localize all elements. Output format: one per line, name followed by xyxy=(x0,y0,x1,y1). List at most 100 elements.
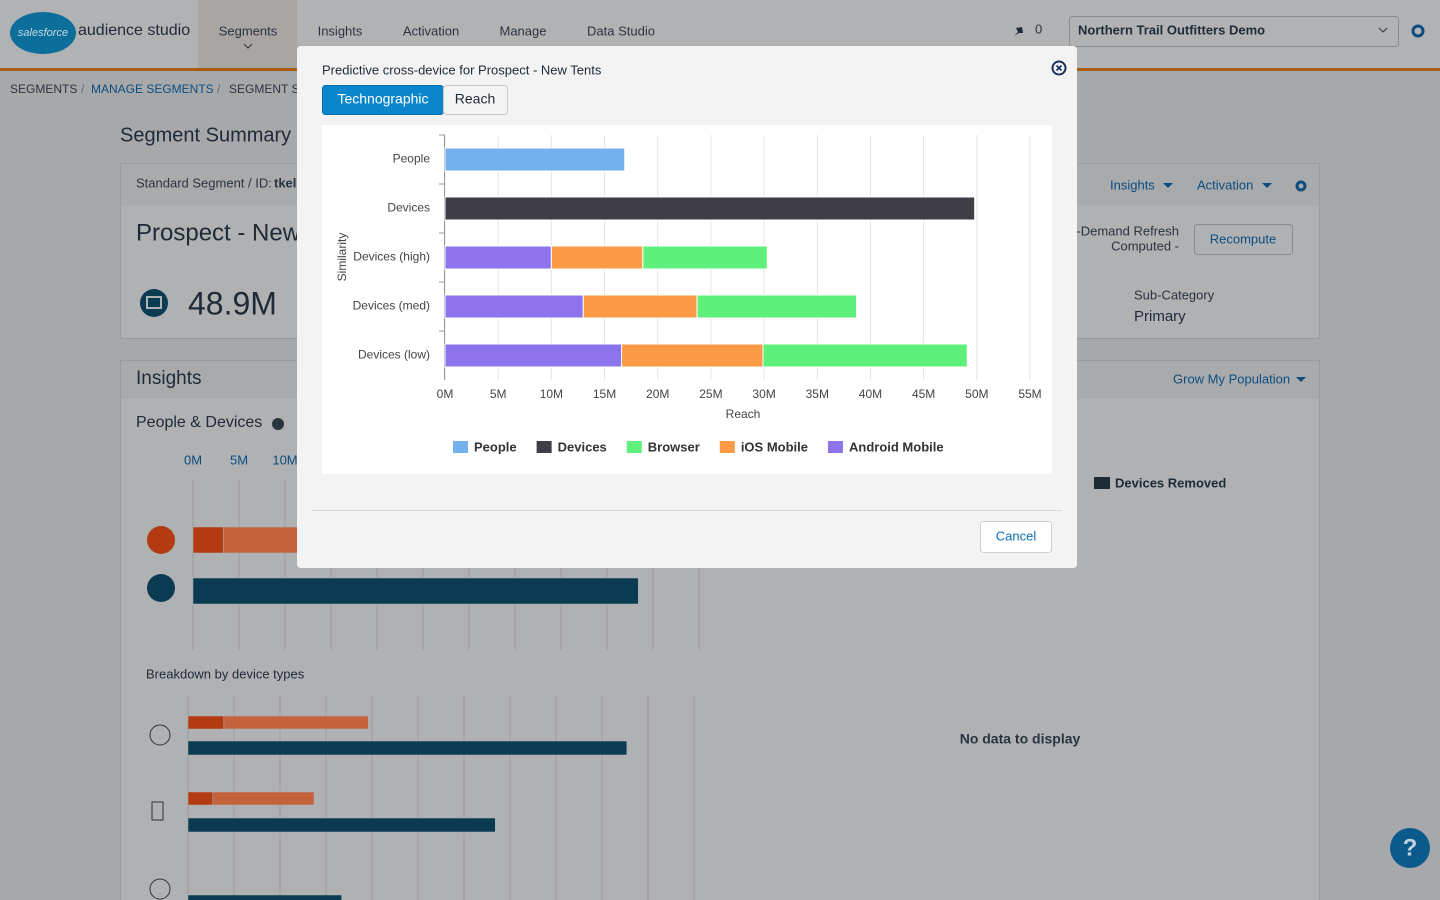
settings-icon[interactable] xyxy=(1295,180,1307,192)
bar xyxy=(187,894,342,900)
legend-label: Browser xyxy=(648,439,700,454)
people-icon xyxy=(147,526,175,554)
pin-count: 0 xyxy=(1035,21,1042,36)
activation-menu[interactable]: Activation xyxy=(1197,177,1253,192)
bar xyxy=(212,791,315,806)
x-tick-label: 10M xyxy=(540,387,563,401)
devices-icon-glyph xyxy=(146,296,162,309)
help-button[interactable] xyxy=(1390,828,1430,868)
tab-label: Technographic xyxy=(337,91,428,107)
bar xyxy=(187,791,214,806)
x-tick-label: 30M xyxy=(752,387,775,401)
bar xyxy=(192,577,639,605)
x-tick-label: 40M xyxy=(859,387,882,401)
x-tick-label: 10M xyxy=(272,452,297,467)
bar xyxy=(187,817,496,833)
nav-item[interactable]: Segments xyxy=(219,23,278,38)
legend-swatch xyxy=(453,441,468,453)
breadcrumb[interactable]: MANAGE SEGMENTS xyxy=(91,82,214,96)
legend-label: iOS Mobile xyxy=(741,439,808,454)
nav-item[interactable]: Insights xyxy=(318,23,363,38)
bar xyxy=(696,294,858,319)
modal-title: Predictive cross-device for Prospect - N… xyxy=(322,62,602,77)
caret xyxy=(1262,183,1272,188)
org-name: Northern Trail Outfitters Demo xyxy=(1078,22,1265,37)
x-axis-label: Reach xyxy=(726,407,761,421)
x-tick-label: 5M xyxy=(490,387,507,401)
refresh-label: n-Demand Refresh xyxy=(1069,223,1179,238)
breadcrumb: SEGMENT S xyxy=(229,82,299,96)
caret xyxy=(1163,183,1173,188)
page-title: Segment Summary xyxy=(120,124,291,146)
cancel-label: Cancel xyxy=(996,528,1037,543)
grow-menu[interactable]: Grow My Population xyxy=(1173,371,1290,386)
recompute-button[interactable] xyxy=(1194,224,1293,255)
cancel-button[interactable] xyxy=(980,521,1052,553)
bar xyxy=(444,343,623,368)
compass-icon xyxy=(149,878,171,900)
settings-icon[interactable] xyxy=(1411,24,1425,38)
nav-item[interactable]: Manage xyxy=(500,23,547,38)
breadcrumb[interactable]: SEGMENTS xyxy=(10,82,77,96)
bar xyxy=(621,343,764,368)
legend-label: Android Mobile xyxy=(849,439,944,454)
bar xyxy=(444,147,626,172)
browser-icon xyxy=(149,724,171,746)
segment-id: tkel xyxy=(274,175,296,190)
logo: salesforce xyxy=(18,27,68,39)
nav-active xyxy=(198,0,297,68)
recompute-label: Recompute xyxy=(1210,231,1276,246)
modal-chart: 0M 5M 10M 15M 20M 25M 30M 35M 40M 45M 50M 55M People… xyxy=(335,134,1042,454)
info-icon[interactable] xyxy=(272,418,284,430)
mobile-icon xyxy=(151,801,164,821)
subcategory: Primary xyxy=(1134,308,1186,325)
y-axis-label: Similarity xyxy=(335,233,349,282)
x-tick-label: 45M xyxy=(912,387,935,401)
x-tick-label: 0M xyxy=(184,452,202,467)
legend-swatch xyxy=(1094,477,1110,489)
x-tick-label: 35M xyxy=(806,387,829,401)
x-tick-label: 5M xyxy=(230,452,248,467)
y-tick-label: Devices (med) xyxy=(353,299,430,313)
nav-item[interactable]: Data Studio xyxy=(587,23,655,38)
org-select[interactable] xyxy=(1069,16,1399,47)
segment-label: Standard Segment / ID: xyxy=(136,175,272,190)
caret xyxy=(1296,377,1306,382)
app-name: audience studio xyxy=(78,22,190,39)
close-button[interactable] xyxy=(1051,60,1067,76)
bar xyxy=(187,740,628,756)
bar xyxy=(223,715,369,730)
bar xyxy=(192,526,224,554)
bar xyxy=(582,294,698,319)
devices-icon xyxy=(140,289,168,317)
legend-swatch xyxy=(827,441,843,453)
bar xyxy=(762,343,968,368)
logo-cloud xyxy=(10,12,76,54)
pin-icon[interactable] xyxy=(1014,27,1023,36)
bar xyxy=(187,715,225,730)
bar xyxy=(444,245,552,270)
segment-count: 48.9M xyxy=(188,285,277,321)
select-caret xyxy=(1378,27,1388,33)
x-tick-label: 20M xyxy=(646,387,669,401)
legend-label: Devices xyxy=(558,439,607,454)
insights-menu[interactable]: Insights xyxy=(1110,177,1155,192)
nav-caret xyxy=(243,43,253,49)
tab[interactable] xyxy=(443,85,508,115)
breadcrumb-sep: / xyxy=(81,82,85,96)
x-tick-label: 15M xyxy=(593,387,616,401)
legend-swatch xyxy=(536,441,552,453)
insights-title: Insights xyxy=(136,368,201,389)
x-tick-label: 25M xyxy=(699,387,722,401)
subcategory-label: Sub-Category xyxy=(1134,287,1215,302)
legend-swatch xyxy=(719,441,735,453)
close-glyph xyxy=(1055,64,1063,72)
segment-name: Prospect - New xyxy=(136,219,301,246)
nav-item[interactable]: Activation xyxy=(403,23,459,38)
legend-label: Devices Removed xyxy=(1115,475,1226,490)
y-tick-label: People xyxy=(393,152,431,166)
help-label: ? xyxy=(1403,834,1418,861)
breadcrumb-sep: / xyxy=(217,82,221,96)
